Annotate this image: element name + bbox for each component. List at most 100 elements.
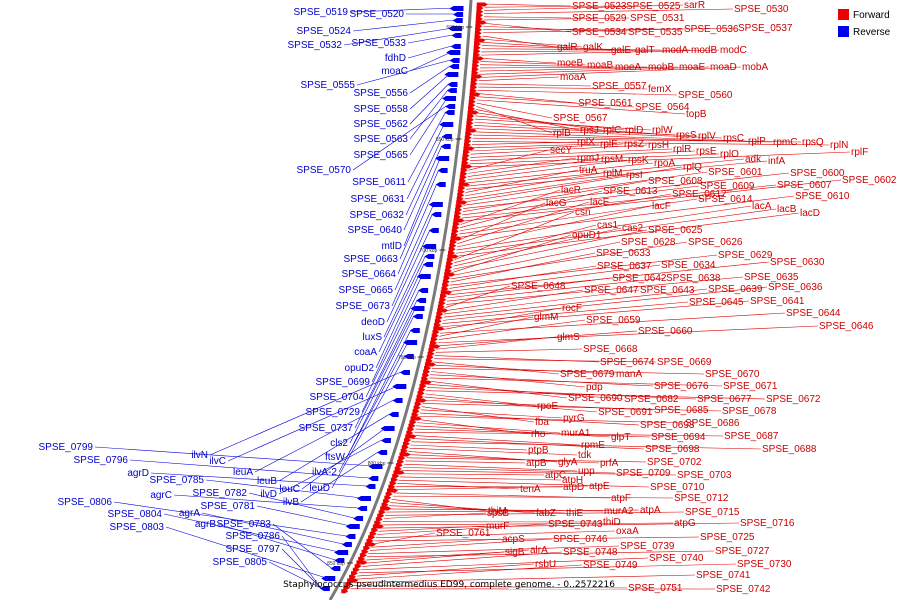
forward-gene-label: rpoA bbox=[654, 158, 675, 169]
forward-gene-arrow bbox=[475, 20, 487, 25]
forward-gene-arrow bbox=[470, 78, 478, 83]
forward-gene-arrow bbox=[361, 549, 369, 554]
reverse-gene-arrow bbox=[403, 340, 418, 345]
forward-connector bbox=[432, 364, 616, 375]
forward-connector bbox=[475, 112, 603, 131]
forward-gene-label: rpsS bbox=[676, 130, 697, 141]
forward-gene-label: mobA bbox=[742, 62, 768, 73]
reverse-connector bbox=[254, 399, 394, 473]
reverse-connector bbox=[201, 512, 343, 545]
forward-connector bbox=[466, 158, 745, 187]
forward-gene-arrow bbox=[390, 477, 398, 482]
reverse-gene-arrow bbox=[448, 26, 463, 31]
forward-gene-label: SPSE_0610 bbox=[795, 191, 850, 202]
reverse-gene-arrow bbox=[449, 58, 460, 63]
reverse-gene-arrow bbox=[409, 328, 420, 333]
forward-gene-label: rpsZ bbox=[624, 139, 644, 150]
forward-gene-arrow bbox=[444, 272, 456, 277]
forward-connector bbox=[369, 538, 553, 551]
forward-gene-arrow bbox=[366, 538, 374, 543]
reverse-gene-label: agrB bbox=[195, 519, 216, 530]
reverse-gene-labels: SPSE_0519 SPSE_0520 SPSE_0524 SPSE_0532 SPSE… bbox=[39, 7, 409, 568]
reverse-gene-label: SPSE_0729 bbox=[306, 407, 361, 418]
forward-gene-arrow bbox=[457, 193, 465, 198]
forward-gene-arrow bbox=[356, 560, 368, 565]
reverse-gene-label: SPSE_0570 bbox=[297, 165, 352, 176]
forward-gene-label: SPSE_0536 bbox=[684, 24, 739, 35]
reverse-gene-arrow bbox=[450, 44, 461, 49]
forward-gene-label: SPSE_0531 bbox=[630, 13, 685, 24]
forward-gene-arrow bbox=[449, 243, 457, 248]
reverse-connector bbox=[356, 59, 451, 86]
forward-gene-arrow bbox=[393, 470, 405, 475]
forward-connector bbox=[385, 511, 685, 516]
forward-gene-arrow bbox=[469, 88, 477, 93]
reverse-gene-arrow bbox=[446, 50, 461, 55]
forward-connector bbox=[483, 28, 684, 30]
reverse-gene-arrow bbox=[356, 496, 371, 501]
forward-gene-arrow bbox=[473, 52, 481, 57]
forward-connector bbox=[461, 179, 842, 222]
reverse-gene-arrow bbox=[444, 72, 459, 77]
forward-gene-label: SPSE_0740 bbox=[649, 553, 704, 564]
reverse-connector bbox=[173, 494, 359, 509]
forward-gene-arrow bbox=[349, 574, 357, 579]
forward-gene-label: atpH bbox=[562, 475, 583, 486]
reverse-connector-lines bbox=[94, 7, 455, 589]
forward-gene-label: rplW bbox=[652, 125, 673, 136]
forward-gene-arrow bbox=[426, 355, 434, 360]
forward-gene-label: SPSE_0688 bbox=[762, 444, 817, 455]
forward-gene-label: rplM bbox=[603, 168, 622, 179]
forward-gene-arrow bbox=[474, 31, 482, 36]
forward-gene-label: lacD bbox=[800, 208, 820, 219]
forward-connector bbox=[448, 264, 661, 292]
forward-gene-label: atpE bbox=[589, 481, 610, 492]
forward-connector bbox=[441, 300, 750, 328]
forward-gene-label: rplX bbox=[577, 137, 595, 148]
forward-gene-label: secY bbox=[550, 145, 573, 156]
reverse-gene-label: opuD2 bbox=[345, 363, 375, 374]
forward-gene-label: rpmJ bbox=[577, 153, 599, 164]
reverse-gene-arrow bbox=[437, 168, 448, 173]
reverse-gene-label: SPSE_0533 bbox=[352, 38, 407, 49]
forward-gene-label: moeB bbox=[557, 58, 583, 69]
forward-gene-arrow bbox=[381, 502, 389, 507]
forward-gene-label: SPSE_0633 bbox=[596, 248, 651, 259]
forward-gene-arrow bbox=[341, 589, 349, 594]
forward-gene-arrow bbox=[442, 283, 450, 288]
forward-gene-label: SPSE_0525 bbox=[626, 1, 681, 12]
forward-gene-arrow bbox=[466, 124, 474, 129]
forward-gene-arrow bbox=[452, 225, 460, 230]
forward-gene-label: manA bbox=[616, 369, 642, 380]
reverse-connector bbox=[352, 19, 454, 32]
reverse-gene-label: SPSE_0803 bbox=[110, 522, 165, 533]
legend-forward-swatch bbox=[838, 9, 849, 20]
forward-gene-arrow bbox=[424, 366, 432, 371]
forward-gene-label: rplF bbox=[851, 147, 868, 158]
reverse-gene-arrow bbox=[416, 274, 431, 279]
forward-connector bbox=[440, 307, 562, 331]
forward-gene-label: SPSE_0748 bbox=[563, 547, 618, 558]
forward-gene-label: SPSE_0607 bbox=[777, 180, 832, 191]
reverse-connector bbox=[394, 203, 435, 291]
forward-connector bbox=[468, 157, 577, 174]
forward-gene-label: modC bbox=[720, 45, 747, 56]
reverse-gene-arrow bbox=[422, 262, 433, 267]
forward-gene-arrow bbox=[409, 420, 417, 425]
forward-gene-arrow bbox=[423, 369, 431, 374]
forward-gene-label: SPSE_0751 bbox=[628, 583, 683, 594]
reverse-gene-arrow bbox=[388, 412, 399, 417]
reverse-gene-arrow bbox=[446, 88, 457, 93]
reverse-gene-arrow bbox=[321, 576, 336, 581]
forward-gene-label: atpD bbox=[563, 482, 584, 493]
forward-gene-arrow bbox=[431, 333, 439, 338]
forward-gene-arrow bbox=[445, 265, 453, 270]
forward-gene-arrow bbox=[359, 553, 367, 558]
forward-gene-label: rplE bbox=[600, 139, 618, 150]
forward-gene-arrow bbox=[453, 214, 461, 219]
forward-connector bbox=[400, 473, 545, 476]
forward-gene-label: SPSE_0725 bbox=[700, 532, 755, 543]
forward-gene-label: SPSE_0608 bbox=[648, 176, 703, 187]
forward-gene-arrow bbox=[386, 488, 398, 493]
